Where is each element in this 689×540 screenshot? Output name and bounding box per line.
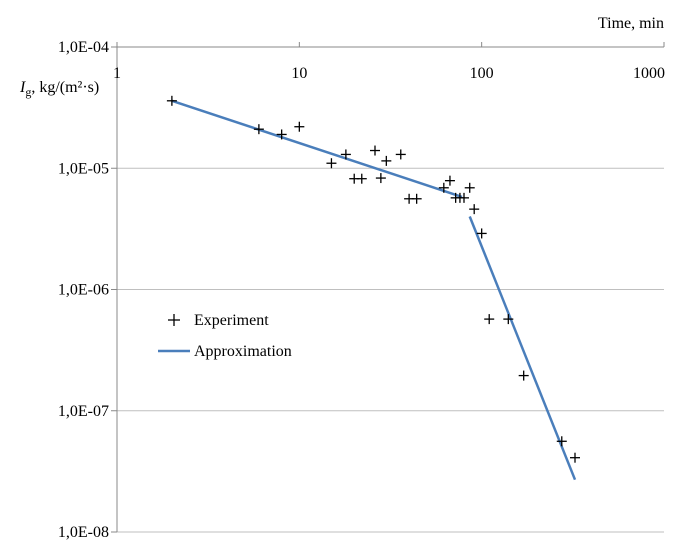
x-tick-label: 1 — [113, 65, 121, 82]
legend-label-approximation: Approximation — [194, 343, 292, 360]
approximation-line-segment — [171, 99, 463, 199]
legend: Experiment Approximation — [158, 312, 292, 360]
y-tick-label: 1,0E-05 — [58, 160, 109, 177]
experiment-point — [484, 314, 495, 325]
grid-lines — [117, 46, 664, 533]
experiment-point — [476, 228, 487, 239]
legend-label-experiment: Experiment — [194, 312, 269, 329]
experiment-point — [469, 204, 480, 215]
experiment-point — [464, 182, 475, 193]
x-tick-label: 10 — [291, 65, 307, 82]
experiment-point — [395, 149, 406, 160]
legend-item-approximation: Approximation — [158, 343, 292, 360]
y-tick-label: 1,0E-06 — [58, 282, 109, 299]
experiment-point — [381, 155, 392, 166]
experiment-point — [518, 370, 529, 381]
y-tick-label: 1,0E-04 — [58, 39, 109, 56]
x-axis-ticks: 1 10 100 1000 — [113, 42, 665, 82]
y-tick-label: 1,0E-08 — [58, 524, 109, 540]
x-tick-label: 100 — [470, 65, 494, 82]
experiment-point — [570, 452, 581, 463]
y-axis-label: Ig, kg/(m²·s) — [19, 79, 99, 99]
x-tick-label: 1000 — [633, 65, 665, 82]
experiment-point — [276, 129, 287, 140]
experiment-point — [294, 121, 305, 132]
experiment-point — [340, 149, 351, 160]
y-tick-label: 1,0E-07 — [58, 403, 109, 420]
y-axis-label-subscript: g — [25, 85, 31, 99]
experiment-point — [411, 193, 422, 204]
experiment-point — [166, 95, 177, 106]
x-axis-label: Time, min — [598, 15, 664, 32]
approximation-series — [171, 99, 577, 481]
experiment-point — [369, 145, 380, 156]
experiment-point — [375, 173, 386, 184]
experiment-point — [438, 182, 449, 193]
y-axis-ticks: 1,0E-04 1,0E-05 1,0E-06 1,0E-07 1,0E-08 — [58, 39, 117, 540]
legend-item-experiment: Experiment — [168, 312, 269, 329]
approximation-line-segment — [468, 216, 577, 481]
experiment-point — [356, 173, 367, 184]
experiment-point — [458, 192, 469, 203]
experiment-series — [166, 95, 581, 463]
experiment-point — [444, 175, 455, 186]
y-axis-label-symbol: I — [19, 79, 26, 96]
experiment-point — [253, 124, 264, 135]
experiment-point — [503, 314, 514, 325]
experiment-point — [556, 436, 567, 447]
experiment-point — [326, 158, 337, 169]
y-axis-label-unit: , kg/(m²·s) — [31, 79, 99, 96]
